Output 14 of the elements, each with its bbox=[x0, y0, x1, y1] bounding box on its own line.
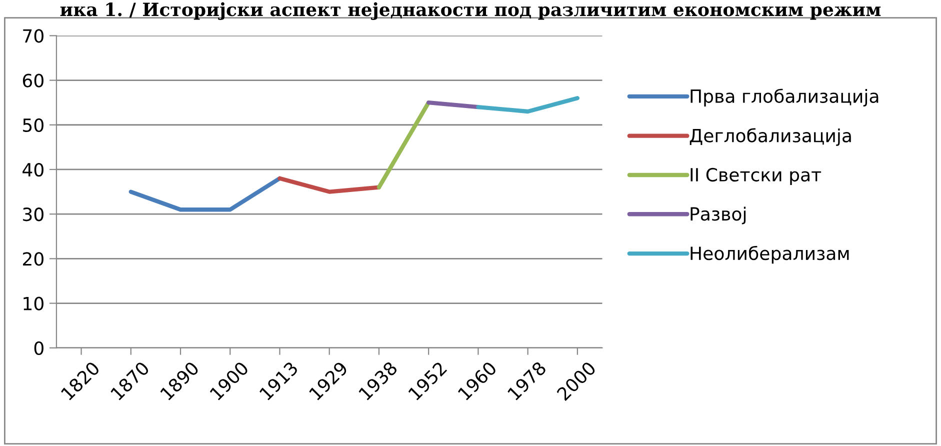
legend-label: Развој bbox=[690, 206, 746, 224]
y-tick-label: 20 bbox=[23, 252, 44, 266]
y-tick-label: 0 bbox=[34, 341, 44, 355]
legend-label: II Светски рат bbox=[690, 168, 822, 186]
legend-label: Деглобализација bbox=[690, 128, 851, 146]
y-tick-label: 40 bbox=[22, 162, 44, 177]
y-tick-label: 70 bbox=[23, 29, 44, 43]
y-tick-label: 50 bbox=[23, 118, 44, 132]
chart-title: ика 1. / Историјски аспект неједнакости под различитим економским режим bbox=[60, 2, 881, 20]
y-tick-label: 10 bbox=[24, 296, 44, 310]
y-tick-label: 30 bbox=[23, 208, 44, 222]
y-tick-label: 60 bbox=[22, 74, 44, 88]
legend-label: Неолиберализам bbox=[690, 246, 849, 264]
legend-label: Прва глобализација bbox=[690, 88, 878, 106]
